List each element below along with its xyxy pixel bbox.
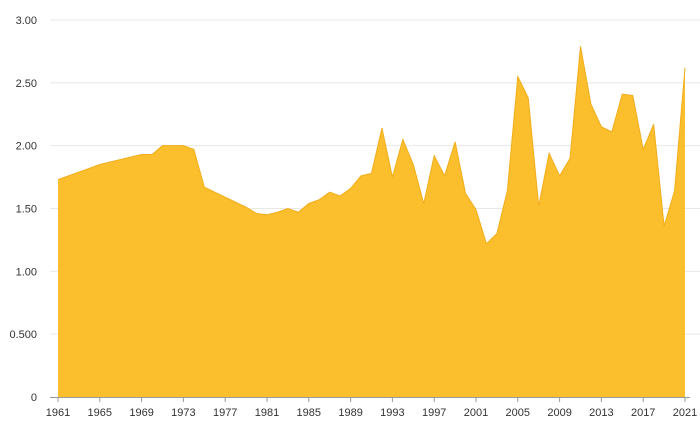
y-tick-label: 1.50 xyxy=(16,204,37,216)
data-point xyxy=(432,154,436,158)
y-tick-label: 2.00 xyxy=(16,141,37,153)
data-point xyxy=(422,201,426,205)
x-axis-ticks: 1961 1965 1969 1973 1977 1981 1985 1989 1993 1997… xyxy=(46,397,697,419)
data-point xyxy=(129,155,133,159)
data-point xyxy=(620,92,624,96)
data-point xyxy=(77,170,81,174)
data-point xyxy=(56,178,60,182)
area-series xyxy=(56,44,687,397)
data-point xyxy=(370,171,374,175)
data-point xyxy=(610,130,614,134)
data-point xyxy=(119,157,123,161)
x-tick-label: 2013 xyxy=(589,407,613,419)
data-point xyxy=(286,207,290,211)
data-point xyxy=(495,232,499,236)
data-point xyxy=(547,151,551,155)
y-tick-label: 1.00 xyxy=(16,266,37,278)
data-point xyxy=(181,144,185,148)
data-point xyxy=(359,174,363,178)
data-point xyxy=(307,201,311,205)
data-point xyxy=(296,210,300,214)
x-tick-label: 1985 xyxy=(297,407,321,419)
data-point xyxy=(568,156,572,160)
x-tick-label: 2001 xyxy=(464,407,488,419)
x-tick-label: 1981 xyxy=(255,407,279,419)
y-tick-label: 0 xyxy=(31,392,37,404)
data-point xyxy=(673,189,677,193)
data-point xyxy=(140,152,144,156)
x-tick-label: 1973 xyxy=(171,407,195,419)
data-point xyxy=(443,174,447,178)
x-tick-label: 2005 xyxy=(506,407,530,419)
data-point xyxy=(558,174,562,178)
data-point xyxy=(662,224,666,228)
data-point xyxy=(641,147,645,151)
data-point xyxy=(275,210,279,214)
x-tick-label: 1989 xyxy=(338,407,362,419)
data-point xyxy=(87,166,91,170)
x-tick-label: 1993 xyxy=(380,407,404,419)
data-point xyxy=(411,163,415,167)
data-point xyxy=(631,93,635,97)
data-point xyxy=(161,144,165,148)
x-tick-label: 1965 xyxy=(88,407,112,419)
data-point xyxy=(150,152,154,156)
data-point xyxy=(349,186,353,190)
y-axis-ticks: 0 0.500 1.00 1.50 2.00 2.50 3.00 xyxy=(9,15,37,404)
data-point xyxy=(317,198,321,202)
data-point xyxy=(380,126,384,130)
data-point xyxy=(579,44,583,48)
y-tick-label: 0.500 xyxy=(9,329,37,341)
data-point xyxy=(453,140,457,144)
y-tick-label: 3.00 xyxy=(16,15,37,27)
data-point xyxy=(484,242,488,246)
data-point xyxy=(516,75,520,79)
data-point xyxy=(652,122,656,126)
data-point xyxy=(390,175,394,179)
data-point xyxy=(464,191,468,195)
x-tick-label: 1977 xyxy=(213,407,237,419)
x-tick-label: 1961 xyxy=(46,407,70,419)
data-point xyxy=(265,213,269,217)
data-point xyxy=(683,66,687,70)
data-point xyxy=(599,125,603,129)
area-fill xyxy=(58,46,685,397)
data-point xyxy=(526,96,530,100)
data-point xyxy=(202,185,206,189)
data-point xyxy=(505,189,509,193)
data-point xyxy=(255,212,259,216)
data-point xyxy=(401,137,405,141)
x-tick-label: 2021 xyxy=(673,407,697,419)
data-point xyxy=(98,163,102,167)
data-point xyxy=(244,205,248,209)
data-point xyxy=(474,208,478,212)
data-point xyxy=(213,190,217,194)
data-point xyxy=(66,174,70,178)
x-tick-label: 1997 xyxy=(422,407,446,419)
data-point xyxy=(192,147,196,151)
data-point xyxy=(234,200,238,204)
data-point xyxy=(171,144,175,148)
data-point xyxy=(589,102,593,106)
x-tick-label: 1969 xyxy=(129,407,153,419)
data-point xyxy=(338,194,342,198)
data-point xyxy=(108,160,112,164)
data-point xyxy=(223,195,227,199)
area-line xyxy=(57,46,686,245)
data-point xyxy=(328,190,332,194)
y-tick-label: 2.50 xyxy=(16,78,37,90)
x-tick-label: 2009 xyxy=(547,407,571,419)
x-tick-label: 2017 xyxy=(631,407,655,419)
data-point xyxy=(537,204,541,208)
